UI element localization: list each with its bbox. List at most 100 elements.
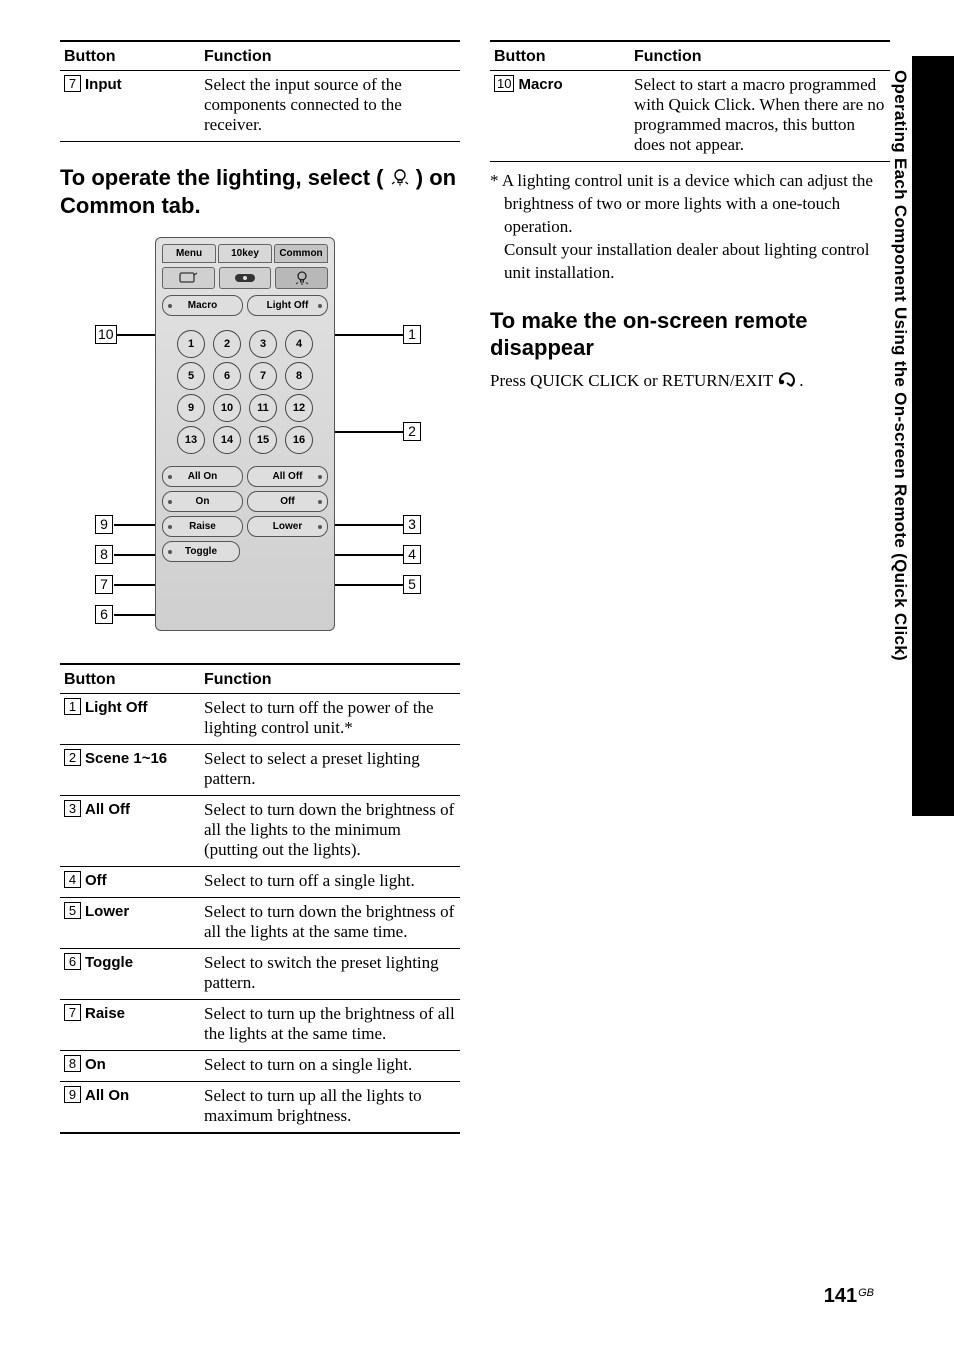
callout-line — [114, 584, 159, 586]
table-row-func: Select to switch the preset lighting pat… — [200, 949, 460, 1000]
callout-num-7: 7 — [64, 75, 81, 92]
side-tab-bar — [912, 56, 954, 816]
scene-14: 14 — [213, 426, 241, 454]
table-row-func: Select to select a preset lighting patte… — [200, 745, 460, 796]
remote-btn-lower: Lower — [247, 516, 328, 537]
scene-3: 3 — [249, 330, 277, 358]
btn-name: Input — [85, 76, 122, 93]
callout-line — [331, 334, 403, 336]
callout-7: 7 — [95, 575, 113, 594]
th-button: Button — [60, 41, 200, 71]
table-row-func: Select to turn off the power of the ligh… — [200, 694, 460, 745]
callout-5: 5 — [403, 575, 421, 594]
page-body: Button Function 7Input Select the input … — [0, 0, 954, 1282]
side-tab-label: Operating Each Component Using the On-sc… — [890, 70, 910, 661]
scene-2: 2 — [213, 330, 241, 358]
btn-name: Off — [85, 872, 107, 889]
table-row-button: 3All Off — [60, 796, 200, 867]
remote-btn-toggle: Toggle — [162, 541, 240, 562]
remote-btn-macro: Macro — [162, 295, 243, 316]
remote-btn-allon: All On — [162, 466, 243, 487]
scene-13: 13 — [177, 426, 205, 454]
callout-line — [114, 614, 159, 616]
table-row-button: 10Macro — [490, 71, 630, 162]
table-row-button: 9All On — [60, 1082, 200, 1134]
callout-num: 4 — [64, 871, 81, 888]
callout-num: 7 — [64, 1004, 81, 1021]
callout-num-10: 10 — [494, 75, 514, 92]
page-number: 141GB — [824, 1285, 874, 1308]
table-row-func: Select to turn on a single light. — [200, 1051, 460, 1082]
table-row-func: Select to turn up all the lights to maxi… — [200, 1082, 460, 1134]
table-row-button: 4Off — [60, 867, 200, 898]
th-function: Function — [200, 41, 460, 71]
callout-num: 5 — [64, 902, 81, 919]
footnote-a: A lighting control unit is a device whic… — [502, 171, 873, 236]
callout-line — [331, 431, 403, 433]
table-row-func: Select to turn up the brightness of all … — [200, 1000, 460, 1051]
table-row-button: 8On — [60, 1051, 200, 1082]
scene-16: 16 — [285, 426, 313, 454]
callout-8: 8 — [95, 545, 113, 564]
table-row-func: Select to start a macro programmed with … — [630, 71, 890, 162]
callout-line — [331, 554, 403, 556]
table-row-button: 2Scene 1~16 — [60, 745, 200, 796]
remote-keypad: 1234 5678 9101112 13141516 — [162, 320, 328, 462]
scene-11: 11 — [249, 394, 277, 422]
tab-menu: Menu — [162, 244, 216, 263]
callout-num: 2 — [64, 749, 81, 766]
btn-name: Macro — [518, 76, 562, 93]
btn-name: All Off — [85, 801, 130, 818]
section2-body: Press QUICK CLICK or RETURN/EXIT . — [490, 370, 890, 393]
footnote-b: Consult your installation dealer about l… — [504, 239, 890, 285]
footnote: * A lighting control unit is a device wh… — [490, 170, 890, 285]
callout-4: 4 — [403, 545, 421, 564]
callout-num: 3 — [64, 800, 81, 817]
scene-12: 12 — [285, 394, 313, 422]
mode-icon-light — [275, 267, 328, 289]
callout-line — [114, 524, 159, 526]
remote-diagram: 10 9 8 7 6 1 2 3 4 5 — [60, 237, 460, 637]
btn-name: On — [85, 1056, 106, 1073]
callout-2: 2 — [403, 422, 421, 441]
remote-btn-off: Off — [247, 491, 328, 512]
scene-10: 10 — [213, 394, 241, 422]
scene-4: 4 — [285, 330, 313, 358]
scene-1: 1 — [177, 330, 205, 358]
remote-btn-lightoff: Light Off — [247, 295, 328, 316]
top-table-right: Button Function 10Macro Select to start … — [490, 40, 890, 162]
main-table: Button Function 1Light OffSelect to turn… — [60, 663, 460, 1134]
table-row-button: 1Light Off — [60, 694, 200, 745]
callout-6: 6 — [95, 605, 113, 624]
table-row-button: 6Toggle — [60, 949, 200, 1000]
right-column: Button Function 10Macro Select to start … — [490, 40, 890, 1252]
left-column: Button Function 7Input Select the input … — [60, 40, 460, 1252]
tab-10key: 10key — [218, 244, 272, 263]
mode-icon-disc — [219, 267, 272, 289]
mode-icon-tv — [162, 267, 215, 289]
remote-btn-on: On — [162, 491, 243, 512]
callout-num: 9 — [64, 1086, 81, 1103]
table-row-button: 7Raise — [60, 1000, 200, 1051]
btn-name: Toggle — [85, 954, 133, 971]
section2-heading: To make the on-screen remote disappear — [490, 307, 890, 362]
bulb-icon — [390, 167, 410, 187]
table-row-func: Select to turn down the brightness of al… — [200, 898, 460, 949]
scene-15: 15 — [249, 426, 277, 454]
callout-line — [331, 524, 403, 526]
remote-btn-alloff: All Off — [247, 466, 328, 487]
tab-common: Common — [274, 244, 328, 263]
callout-line — [114, 554, 159, 556]
table-row-func: Select the input source of the component… — [200, 71, 460, 142]
scene-6: 6 — [213, 362, 241, 390]
callout-num: 8 — [64, 1055, 81, 1072]
table-row-func: Select to turn down the brightness of al… — [200, 796, 460, 867]
table-row-func: Select to turn off a single light. — [200, 867, 460, 898]
callout-10: 10 — [95, 325, 117, 344]
th-button: Button — [60, 664, 200, 694]
th-button: Button — [490, 41, 630, 71]
return-exit-icon — [777, 372, 799, 388]
callout-line — [117, 334, 159, 336]
th-function: Function — [200, 664, 460, 694]
callout-num: 6 — [64, 953, 81, 970]
